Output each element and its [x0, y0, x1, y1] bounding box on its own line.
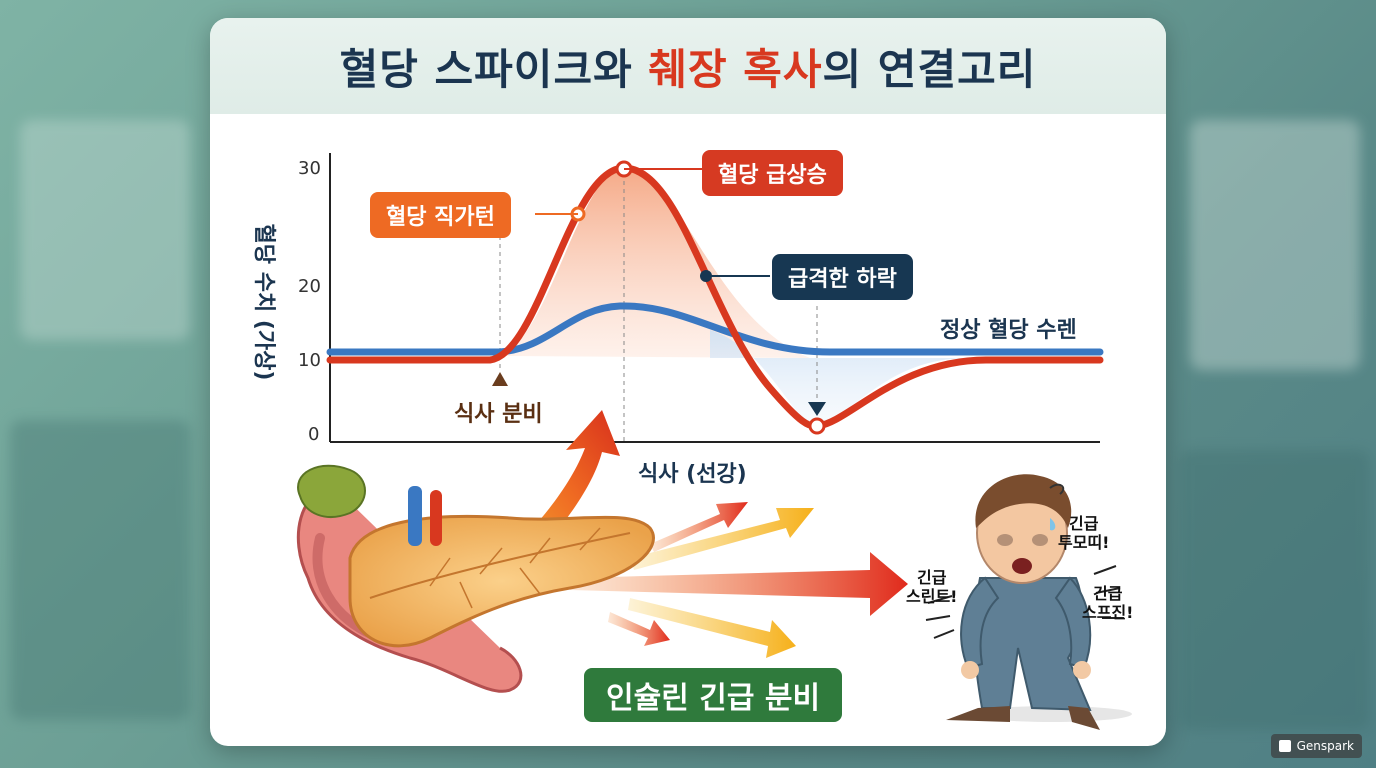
steep-rise-badge: 혈당 직가턴 [370, 192, 511, 238]
series-spike-line [326, 164, 1104, 430]
shout-text-3: 긴급 스프진! [1082, 584, 1134, 623]
y-tick-0: 0 [308, 424, 320, 445]
sharp-drop-badge: 급격한 하락 [772, 254, 913, 300]
drop-arrow-icon [808, 402, 826, 416]
background-desk [10, 420, 190, 720]
spike-area [500, 168, 810, 358]
y-axis-label: 혈당 수치 (가상) [251, 223, 276, 381]
y-tick-10: 10 [298, 350, 321, 371]
background-cabinet [1180, 450, 1370, 730]
energy-arrow-top-icon [650, 502, 748, 552]
title-part-1: 혈당 스파이크와 [339, 44, 649, 94]
tired-worker-illustration-icon [925, 474, 1132, 730]
y-tick-20: 20 [298, 276, 321, 297]
infographic-card: 혈당 스파이크와 췌장 혹사의 연결고리 [210, 18, 1166, 746]
spike-badge: 혈당 급상승 [702, 150, 843, 196]
meal-label: 식사 분비 [454, 402, 543, 427]
insulin-release-badge: 인슐린 긴급 분비 [584, 668, 843, 722]
normal-line-label: 정상 혈당 수렌 [940, 318, 1077, 343]
genspark-logo-icon [1278, 740, 1291, 752]
page-title: 혈당 스파이크와 췌장 혹사의 연결고리 [340, 36, 1037, 97]
series-normal-line [326, 302, 1104, 356]
title-part-2: 의 연결고리 [822, 44, 1037, 94]
title-highlight: 췌장 혹사 [648, 44, 823, 94]
energy-arrow-lower-icon [628, 598, 796, 658]
pancreas-illustration-icon [296, 464, 655, 693]
trough-marker [808, 417, 826, 435]
dip-area [710, 330, 970, 428]
background-poster [1190, 120, 1360, 370]
meal-arrow-icon [492, 372, 508, 386]
energy-arrow-main-icon [570, 552, 908, 616]
shout-text-2: 긴급 스린트! [906, 568, 958, 607]
title-bar: 혈당 스파이크와 췌장 혹사의 연결고리 [210, 18, 1166, 114]
background-shelf [20, 120, 190, 340]
diagram-canvas [296, 153, 1132, 730]
y-tick-30: 30 [298, 158, 321, 179]
x-axis-label: 식사 (선강) [638, 462, 747, 487]
energy-arrow-bottom-icon [608, 612, 670, 646]
shout-text-1: 긴급 투모띠! [1058, 514, 1110, 553]
watermark: Genspark [1270, 734, 1362, 758]
watermark-text: Genspark [1296, 739, 1354, 753]
energy-arrow-upper-icon [630, 508, 814, 570]
